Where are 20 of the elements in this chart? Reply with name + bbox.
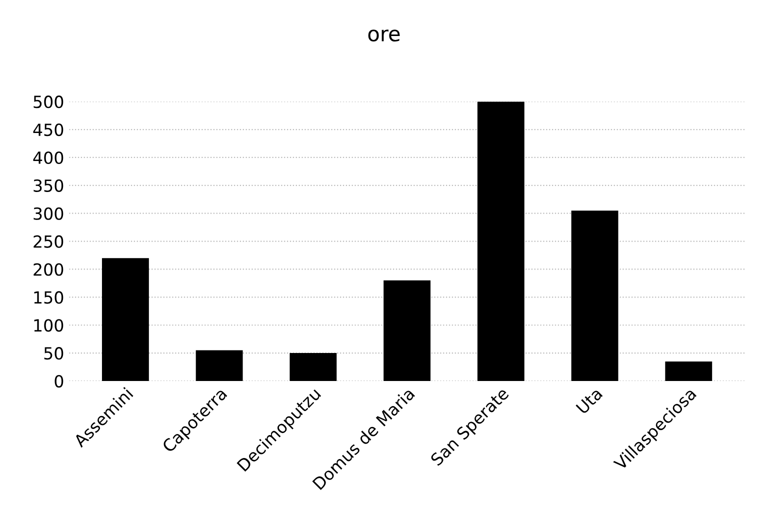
y-tick-label: 150 [34,291,64,304]
x-tick-label: Uta [576,387,603,414]
bar [665,361,712,381]
bar [196,350,243,381]
bar [477,102,524,381]
bar [102,258,149,381]
y-tick-label: 50 [44,347,64,360]
y-tick-label: 200 [34,263,64,276]
y-tick-label: 450 [33,124,64,136]
y-tick-label: 350 [34,179,64,192]
y-tick-label: 100 [34,319,64,332]
y-tick-label: 300 [34,207,64,220]
bar [571,210,618,381]
y-tick-label: 0 [54,374,64,388]
y-tick-label: 500 [34,96,64,108]
bar [384,280,431,381]
y-tick-label: 250 [34,235,64,248]
bar [290,353,337,381]
y-tick-label: 400 [33,151,64,164]
chart-title: ore [368,30,400,42]
